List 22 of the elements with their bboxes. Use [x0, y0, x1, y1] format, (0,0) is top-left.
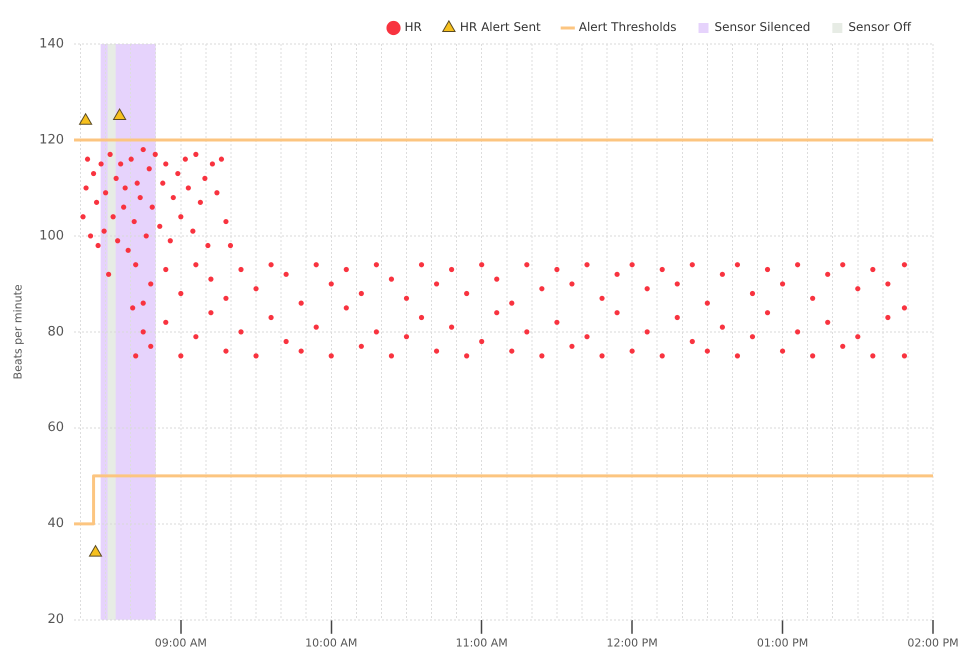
point: [113, 108, 126, 120]
x-tick-label: 01:00 PM: [756, 636, 808, 650]
point: [88, 545, 102, 557]
y-tick-label: 140: [39, 36, 64, 52]
x-tick-label: 02:00 PM: [907, 636, 959, 650]
legend-label: HR Alert Sent: [460, 20, 542, 34]
x-tick-label: 11:00 AM: [456, 636, 508, 650]
y-tick-label: 60: [47, 420, 64, 436]
y-tick-label: 80: [47, 324, 64, 340]
y-tick-label: 20: [47, 612, 64, 628]
y-tick-label: 100: [39, 228, 64, 244]
legend-label: Sensor Off: [848, 20, 912, 34]
legend-label: HR: [404, 20, 422, 34]
y-axis-title: Beats per minute: [11, 284, 24, 380]
legend-label: Alert Thresholds: [578, 20, 677, 34]
y-tick-label: 40: [47, 516, 64, 532]
legend-label: Sensor Silenced: [714, 20, 810, 34]
x-tick-label: 10:00 AM: [305, 636, 358, 650]
x-tick-label: 09:00 AM: [154, 636, 207, 650]
x-tick-label: 12:00 PM: [606, 636, 658, 650]
point: [79, 113, 92, 125]
y-tick-label: 120: [39, 132, 64, 148]
